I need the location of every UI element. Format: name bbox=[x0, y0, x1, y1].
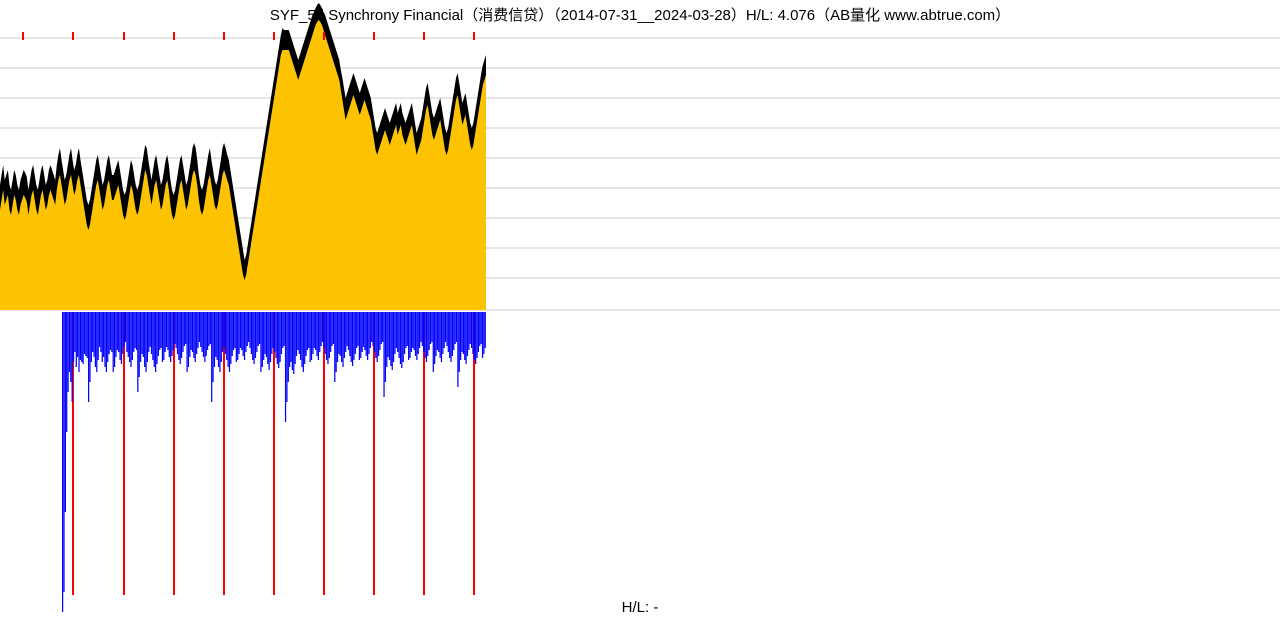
chart-container: SYF_5d Synchrony Financial（消费信贷）（2014-07… bbox=[0, 0, 1280, 620]
chart-title: SYF_5d Synchrony Financial（消费信贷）（2014-07… bbox=[0, 4, 1280, 25]
chart-svg bbox=[0, 0, 1280, 620]
chart-footer: H/L: - bbox=[0, 599, 1280, 616]
chart-area bbox=[0, 0, 1280, 620]
